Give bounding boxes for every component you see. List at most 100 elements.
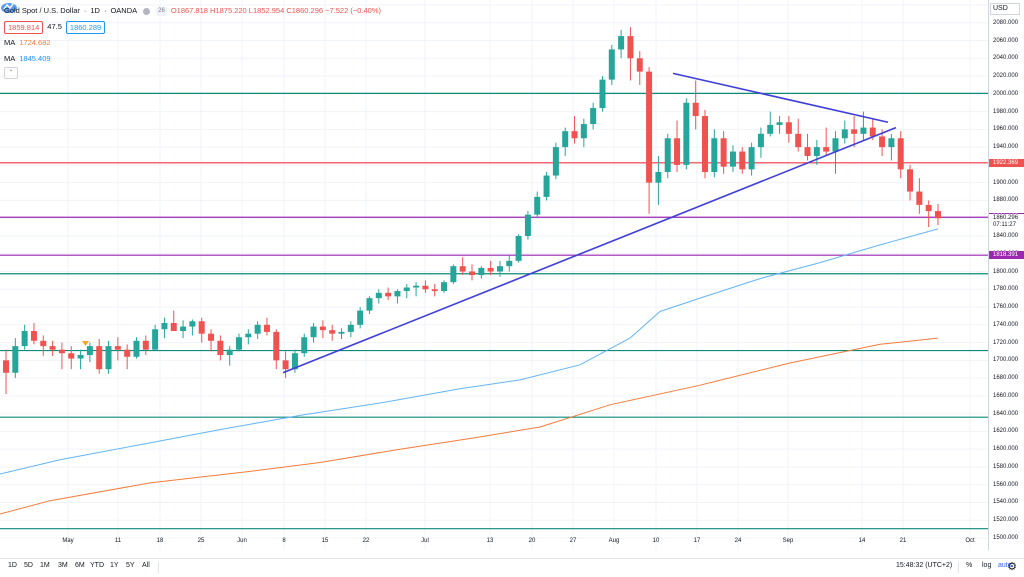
candle-body	[543, 175, 550, 197]
range-button-1y[interactable]: 1Y	[110, 562, 119, 569]
candle-body	[40, 340, 47, 347]
candle-body	[30, 331, 37, 341]
range-button-ytd[interactable]: YTD	[90, 562, 104, 569]
time-tick-label: 24	[734, 538, 742, 544]
time-tick-label: 15	[321, 538, 329, 544]
price-tick-label: 1840.000	[993, 232, 1019, 239]
collapse-legend-icon[interactable]: ⌃	[4, 67, 18, 79]
price-tick-label: 1540.000	[993, 499, 1019, 506]
ma2-value: 1845.409	[19, 54, 51, 63]
candle-body	[357, 310, 364, 325]
eye-icon[interactable]	[143, 7, 151, 15]
price-tick-label: 1560.000	[993, 481, 1019, 488]
price-tick-label: 2040.000	[993, 55, 1019, 62]
range-button-6m[interactable]: 6M	[75, 562, 85, 569]
price-tick-label: 1580.000	[993, 463, 1019, 470]
time-tick-label: 18	[156, 538, 164, 544]
candle-body	[394, 291, 401, 297]
candle-body	[422, 285, 429, 290]
candle-body	[636, 58, 643, 72]
candle-body	[478, 267, 485, 276]
range-button-all[interactable]: All	[142, 562, 150, 569]
price-tick-label: 1620.000	[993, 428, 1019, 435]
legend-main-row: Gold Spot / U.S. Dollar · 1D · OANDA 26 …	[4, 3, 381, 19]
time-tick-label: 13	[486, 538, 494, 544]
candle-body	[813, 147, 820, 157]
candle-body	[562, 131, 569, 148]
legend-ma1-row[interactable]: MA 1724.682	[4, 35, 381, 51]
candle-body	[366, 298, 373, 311]
auto-toggle-button[interactable]: auto	[998, 562, 1012, 569]
candle-body	[646, 71, 653, 183]
settings-gear-icon[interactable]: ⚙	[1007, 561, 1017, 573]
time-tick-label: 27	[569, 538, 577, 544]
candle-body	[795, 133, 802, 148]
buy-price-button[interactable]: 1860.289	[65, 20, 106, 34]
price-chart[interactable]	[0, 0, 988, 550]
price-tick-label: 1940.000	[993, 144, 1019, 151]
price-tick-label: 1740.000	[993, 321, 1019, 328]
candle-body	[869, 127, 876, 137]
candle-body	[161, 323, 168, 330]
price-axis[interactable]: USD 2080.000 2060.000 2040.000 2020.000 2000…	[988, 0, 1024, 550]
candle-body	[217, 340, 224, 356]
interval-label[interactable]: 1D	[90, 6, 100, 15]
price-tag-purple-level-2: 1818.391	[989, 251, 1024, 260]
candle-body	[413, 285, 420, 288]
currency-label[interactable]: USD	[990, 3, 1020, 15]
candle-body	[114, 346, 121, 350]
candle-body	[552, 147, 559, 176]
price-tick-label: 1880.000	[993, 197, 1019, 204]
price-tick-label: 1900.000	[993, 179, 1019, 186]
candle-body	[152, 329, 159, 350]
symbol-name[interactable]: Gold Spot / U.S. Dollar	[4, 6, 80, 15]
ma-fast-line	[0, 228, 939, 475]
candle-body	[571, 131, 578, 139]
flag-badge[interactable]: 26	[156, 6, 167, 16]
candle-body	[236, 337, 242, 350]
candle-body	[263, 324, 270, 332]
percent-toggle-button[interactable]: %	[966, 562, 973, 569]
candle-body	[3, 360, 9, 373]
candle-body	[226, 349, 233, 356]
range-button-5y[interactable]: 5Y	[126, 562, 135, 569]
time-tick-label: 11	[114, 538, 122, 544]
candle-body	[142, 340, 149, 350]
candle-body	[739, 151, 746, 170]
candle-body	[124, 349, 131, 357]
tradingview-logo[interactable]	[0, 0, 18, 14]
toolbar-divider	[958, 562, 959, 573]
log-toggle-button[interactable]: log	[982, 562, 992, 569]
range-button-1d[interactable]: 1D	[8, 562, 17, 569]
candle-body	[702, 116, 708, 173]
candle-body	[879, 136, 886, 148]
range-button-5d[interactable]: 5D	[24, 562, 33, 569]
candle-body	[823, 147, 830, 152]
sell-price-button[interactable]: 1859.814	[4, 20, 44, 34]
candle-body	[180, 326, 187, 332]
ma2-label: MA	[4, 54, 16, 63]
candle-body	[198, 321, 205, 334]
candle-body	[888, 138, 895, 148]
candle-body	[692, 102, 699, 117]
range-button-1m[interactable]: 1M	[40, 562, 50, 569]
price-tick-label: 1700.000	[993, 357, 1019, 364]
candle-body	[77, 355, 84, 359]
candle-body	[301, 337, 308, 354]
toolbar-divider	[158, 562, 159, 573]
candle-body	[208, 333, 215, 341]
timezone-clock[interactable]: 15:48:32 (UTC+2)	[896, 562, 953, 569]
time-tick-label: 14	[858, 538, 866, 544]
candle-body	[86, 346, 93, 356]
range-button-3m[interactable]: 3M	[58, 562, 68, 569]
candle-body	[487, 267, 494, 272]
candle-body	[832, 138, 839, 152]
time-tick-label: 25	[197, 538, 205, 544]
candle-body	[785, 122, 792, 134]
time-axis[interactable]: May 11 18 25 Jun 8 15 22 Jul 13 20 27 Aug 10 17 24 Sep 14…	[0, 538, 988, 550]
candle-body	[403, 287, 410, 292]
chart-area[interactable]	[0, 0, 988, 550]
legend-ma2-row[interactable]: MA 1845.409	[4, 51, 381, 67]
time-tick-label: Oct	[965, 538, 975, 544]
candle-body	[935, 211, 941, 219]
